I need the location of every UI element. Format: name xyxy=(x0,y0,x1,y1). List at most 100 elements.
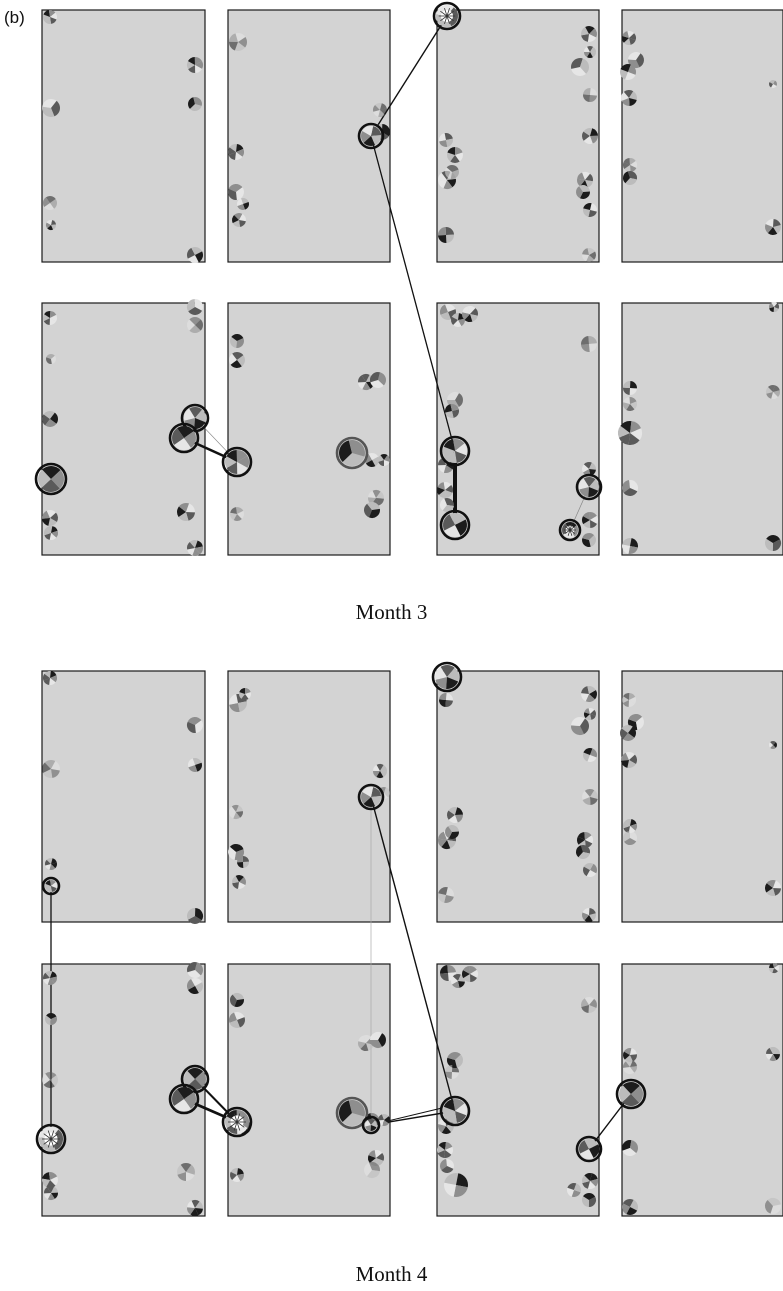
pie-slice xyxy=(239,220,246,227)
pie-slice xyxy=(50,12,58,20)
pie-slice xyxy=(622,1061,630,1068)
pie-marker xyxy=(583,203,597,217)
pie-slice xyxy=(46,509,56,518)
pie-slice xyxy=(623,1047,632,1055)
pie-marker xyxy=(42,311,58,325)
pie-slice xyxy=(237,856,243,863)
pie-slice xyxy=(235,874,244,882)
pie-slice xyxy=(770,745,776,750)
pie-marker xyxy=(180,1064,210,1094)
pie-marker xyxy=(439,435,471,467)
pie-slice xyxy=(229,703,240,712)
highlight-ring xyxy=(168,1083,200,1115)
pie-slice xyxy=(184,431,196,448)
connection-line xyxy=(370,15,448,137)
pie-slice xyxy=(584,46,590,52)
pie-slice xyxy=(470,969,479,978)
pie-slice xyxy=(371,134,382,146)
month3-block-r2-c2 xyxy=(227,302,391,556)
pie-slice xyxy=(590,135,599,144)
pie-marker xyxy=(229,992,244,1007)
highlight-ring xyxy=(615,1078,647,1110)
pie-slice xyxy=(446,165,459,172)
pie-slice xyxy=(447,810,455,820)
pie-slice xyxy=(46,886,52,893)
pie-marker xyxy=(42,411,58,427)
pie-slice xyxy=(579,1140,589,1154)
pie-slice xyxy=(363,136,376,147)
pie-marker xyxy=(623,1047,637,1062)
pie-marker xyxy=(43,971,57,985)
pie-slice xyxy=(769,302,774,309)
star-ray xyxy=(567,524,571,531)
pie-slice xyxy=(438,831,447,840)
pie-slice xyxy=(51,526,58,533)
pie-marker xyxy=(34,462,68,496)
star-ray xyxy=(567,529,571,536)
pie-slice xyxy=(438,465,446,473)
pie-slice xyxy=(447,147,455,155)
pie-marker xyxy=(621,1198,639,1216)
pie-slice xyxy=(361,131,371,143)
pie-slice xyxy=(768,742,773,748)
pie-slice xyxy=(584,1172,593,1181)
pie-slice xyxy=(241,198,249,204)
pie-slice xyxy=(177,1087,194,1099)
pie-slice xyxy=(41,1178,50,1188)
pie-slice xyxy=(194,298,204,311)
pie-marker xyxy=(445,1065,459,1079)
pie-marker xyxy=(619,63,637,81)
pie-marker xyxy=(461,965,479,983)
pie-slice xyxy=(370,1125,377,1132)
pie-slice xyxy=(580,718,590,735)
pie-slice xyxy=(178,502,190,512)
pie-slice xyxy=(455,1103,467,1116)
pie-slice xyxy=(621,98,630,106)
pie-slice xyxy=(446,677,459,689)
pie-marker xyxy=(231,212,246,227)
star-ray xyxy=(446,15,450,24)
star-ray xyxy=(564,526,571,531)
star-ray xyxy=(446,10,454,17)
pie-slice xyxy=(589,913,596,921)
pie-marker xyxy=(363,502,380,519)
pie-slice xyxy=(195,251,204,263)
pie-slice xyxy=(237,510,245,520)
pie-slice xyxy=(42,769,53,778)
pie-marker xyxy=(186,316,204,334)
pie-slice xyxy=(769,307,774,312)
pie-marker xyxy=(623,397,637,412)
pie-slice xyxy=(232,875,239,884)
pie-slice xyxy=(455,451,467,463)
pie-marker xyxy=(581,532,596,547)
pie-marker xyxy=(437,226,455,244)
pie-slice xyxy=(583,1192,596,1200)
pie-slice xyxy=(621,725,633,733)
pie-slice xyxy=(445,1142,453,1150)
pie-slice xyxy=(621,760,629,768)
highlight-ring xyxy=(168,422,200,454)
pie-slice xyxy=(768,82,773,88)
pie-slice xyxy=(45,222,51,229)
pie-marker xyxy=(42,1072,58,1088)
pie-slice xyxy=(236,148,244,157)
pie-slice xyxy=(567,1182,577,1190)
pie-slice xyxy=(773,742,778,748)
pie-slice xyxy=(590,515,599,524)
pie-slice xyxy=(577,836,585,845)
pie-slice xyxy=(371,1120,378,1128)
highlight-ring xyxy=(558,518,582,542)
pie-slice xyxy=(583,94,590,102)
pie-slice xyxy=(378,372,386,386)
pie-slice xyxy=(583,51,590,58)
pie-slice xyxy=(232,220,240,227)
pie-slice xyxy=(447,1052,461,1060)
star-ray xyxy=(50,1138,59,1145)
pie-slice xyxy=(590,863,597,874)
pie-slice xyxy=(44,1015,51,1025)
highlight-ring xyxy=(34,462,68,496)
pie-slice xyxy=(624,819,632,826)
pie-marker xyxy=(45,220,56,231)
pie-marker xyxy=(617,421,643,445)
star-ray xyxy=(440,10,448,17)
